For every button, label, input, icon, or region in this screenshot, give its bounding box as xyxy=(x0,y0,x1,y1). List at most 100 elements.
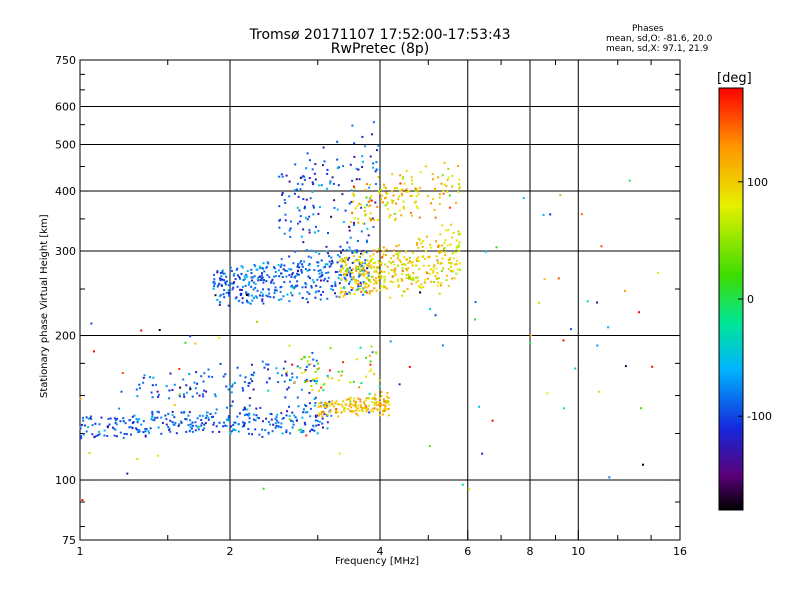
data-point xyxy=(330,402,333,405)
data-point xyxy=(446,179,449,181)
data-point xyxy=(282,417,285,419)
data-point xyxy=(359,346,362,349)
data-point xyxy=(320,405,323,408)
phases-x-stats: mean, sd,X: 97.1, 21.9 xyxy=(606,44,709,54)
data-point xyxy=(293,192,296,195)
data-point xyxy=(449,257,452,260)
data-point xyxy=(362,281,365,284)
data-point xyxy=(316,278,319,281)
data-point xyxy=(371,397,374,400)
data-point xyxy=(529,342,532,344)
data-point xyxy=(394,217,397,220)
data-point xyxy=(151,410,154,413)
data-point xyxy=(366,271,369,274)
data-point xyxy=(291,426,294,429)
data-point xyxy=(640,407,643,410)
data-point xyxy=(337,379,340,382)
data-point xyxy=(320,386,323,389)
data-point xyxy=(387,396,390,399)
data-point xyxy=(416,190,419,193)
data-point xyxy=(191,395,194,398)
data-point xyxy=(245,294,248,296)
data-point xyxy=(122,420,125,423)
data-point xyxy=(80,437,83,440)
data-point xyxy=(279,290,282,293)
data-point xyxy=(441,224,444,227)
data-point xyxy=(348,404,351,407)
data-point xyxy=(213,273,215,276)
data-point xyxy=(236,267,239,270)
data-point xyxy=(372,279,375,282)
data-point xyxy=(363,251,366,254)
data-point xyxy=(248,382,251,385)
data-point xyxy=(262,288,264,291)
data-point xyxy=(396,187,399,190)
data-point xyxy=(381,201,384,204)
data-point xyxy=(136,395,139,398)
data-point xyxy=(288,195,291,198)
data-point xyxy=(408,256,411,259)
data-point xyxy=(266,274,269,277)
data-point xyxy=(345,263,348,266)
data-point xyxy=(79,397,82,400)
data-point xyxy=(364,281,367,284)
data-point xyxy=(326,403,329,406)
data-point xyxy=(189,335,192,338)
data-point xyxy=(239,294,242,296)
data-point xyxy=(252,288,255,291)
data-point xyxy=(365,276,368,279)
data-point xyxy=(331,377,334,380)
data-point xyxy=(410,211,412,214)
data-point xyxy=(338,403,340,406)
data-point xyxy=(363,262,366,265)
data-point xyxy=(349,409,352,412)
y-tick-label: 200 xyxy=(55,330,76,343)
data-point xyxy=(261,279,264,281)
data-point xyxy=(375,403,378,406)
data-point xyxy=(362,274,365,277)
data-point xyxy=(296,365,299,368)
data-point xyxy=(237,430,240,433)
data-point xyxy=(188,372,191,375)
y-tick-label: 100 xyxy=(55,474,76,487)
data-point xyxy=(288,405,290,408)
data-point xyxy=(270,418,273,421)
data-point xyxy=(355,289,358,292)
data-point xyxy=(381,256,384,259)
data-point xyxy=(231,383,234,386)
data-point xyxy=(262,302,265,305)
data-point xyxy=(345,279,348,282)
data-point xyxy=(328,255,331,258)
data-point xyxy=(385,191,388,194)
data-point xyxy=(340,403,343,406)
data-point xyxy=(281,432,284,435)
data-point xyxy=(450,223,453,226)
data-point xyxy=(339,268,342,271)
data-point xyxy=(343,273,346,276)
data-point xyxy=(389,280,392,283)
data-point xyxy=(333,199,336,202)
data-point xyxy=(157,426,160,429)
data-point xyxy=(357,404,360,407)
data-point xyxy=(182,393,185,396)
data-point xyxy=(340,264,343,267)
data-point xyxy=(89,417,92,420)
data-point xyxy=(447,261,450,264)
data-point xyxy=(274,286,277,289)
data-point xyxy=(326,168,329,171)
y-tick-label: 75 xyxy=(62,534,76,547)
data-point xyxy=(338,166,340,169)
chart-subtitle: RwPretec (8p) xyxy=(330,41,430,57)
data-point xyxy=(318,252,321,255)
data-point xyxy=(363,265,366,268)
data-point xyxy=(179,420,182,423)
data-point xyxy=(321,415,324,418)
data-point xyxy=(352,268,355,271)
data-point xyxy=(391,173,394,176)
data-point xyxy=(306,301,309,304)
data-point xyxy=(298,209,301,212)
data-point xyxy=(300,235,303,238)
data-point xyxy=(348,225,351,228)
data-point xyxy=(344,269,347,272)
data-point xyxy=(281,374,283,377)
